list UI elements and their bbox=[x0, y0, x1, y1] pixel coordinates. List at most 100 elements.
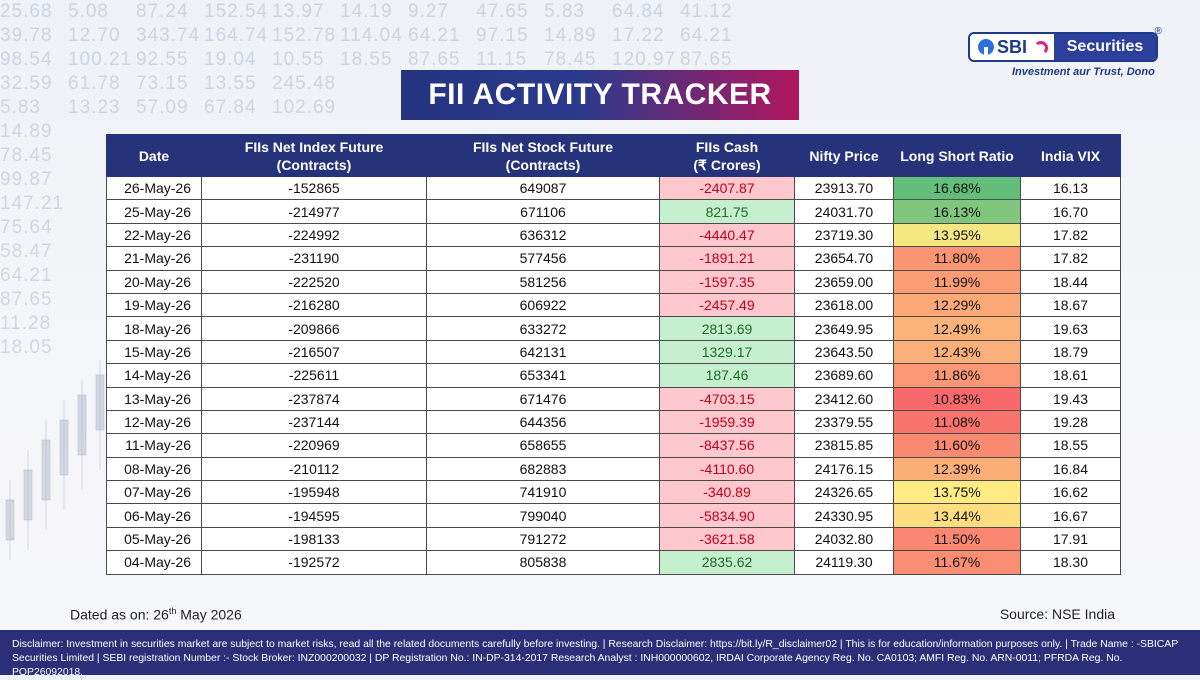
cell-cash: -2457.49 bbox=[659, 292, 795, 318]
cell-cash: -4703.15 bbox=[659, 386, 795, 411]
cell-vix: 19.43 bbox=[1020, 386, 1121, 411]
column-header-cash: FIIs Cash (₹ Crores) bbox=[659, 134, 795, 177]
column-header-line: Nifty Price bbox=[809, 147, 879, 164]
cell-ls-ratio: 11.80% bbox=[893, 246, 1021, 271]
cell-index-future: -192572 bbox=[201, 550, 427, 575]
background-number: 39.78 bbox=[0, 25, 53, 46]
cell-ls-ratio: 13.44% bbox=[893, 503, 1021, 528]
background-number: 87.65 bbox=[680, 49, 733, 70]
cell-nifty: 24119.30 bbox=[794, 550, 894, 575]
cell-cash: -4110.60 bbox=[659, 456, 795, 482]
cell-ls-ratio: 13.95% bbox=[893, 222, 1021, 248]
background-number: 164.74 bbox=[204, 25, 269, 46]
table-row: 08-May-26 -210112 682883 -4110.60 24176.15 12… bbox=[106, 456, 1121, 482]
cell-date: 04-May-26 bbox=[106, 550, 202, 575]
cell-stock-future: 741910 bbox=[426, 480, 660, 505]
background-number: 64.21 bbox=[680, 25, 733, 46]
cell-cash: -340.89 bbox=[659, 480, 795, 505]
cell-stock-future: 799040 bbox=[426, 503, 660, 528]
background-number: 25.68 bbox=[0, 1, 53, 22]
cell-cash: 187.46 bbox=[659, 363, 795, 388]
cell-stock-future: 636312 bbox=[426, 222, 660, 248]
column-header-line: (Contracts) bbox=[505, 156, 581, 173]
cell-stock-future: 581256 bbox=[426, 269, 660, 294]
cell-date: 13-May-26 bbox=[106, 386, 202, 411]
background-number: 11.15 bbox=[476, 49, 528, 70]
dated-prefix: Dated as on: 26 bbox=[70, 606, 169, 623]
column-header-line: FIIs Net Stock Future bbox=[472, 138, 614, 155]
cell-cash: 2813.69 bbox=[659, 316, 795, 341]
cell-index-future: -237874 bbox=[201, 386, 427, 411]
cell-nifty: 23659.00 bbox=[794, 269, 894, 294]
column-header-long-short-ratio: Long Short Ratio bbox=[893, 134, 1021, 177]
cell-ls-ratio: 12.43% bbox=[893, 339, 1021, 365]
table-row: 18-May-26 -209866 633272 2813.69 23649.95 12.… bbox=[106, 316, 1121, 341]
background-number: 5.83 bbox=[544, 1, 585, 22]
cell-date: 12-May-26 bbox=[106, 409, 202, 435]
background-number: 97.15 bbox=[476, 25, 529, 46]
cell-ls-ratio: 13.75% bbox=[893, 480, 1021, 505]
background-number: 64.21 bbox=[0, 265, 53, 286]
background-number: 5.83 bbox=[0, 97, 41, 118]
cell-ls-ratio: 11.67% bbox=[893, 550, 1021, 575]
table-row: 14-May-26 -225611 653341 187.46 23689.60 11.8… bbox=[106, 363, 1121, 388]
background-number: 19.04 bbox=[204, 49, 257, 70]
cell-stock-future: 644356 bbox=[426, 409, 660, 435]
table-row: 19-May-26 -216280 606922 -2457.49 23618.00 12… bbox=[106, 292, 1121, 318]
background-number: 98.54 bbox=[0, 49, 53, 70]
table-row: 07-May-26 -195948 741910 -340.89 24326.65 13.… bbox=[106, 480, 1121, 505]
background-number: 10.55 bbox=[272, 49, 325, 70]
background-number: 87.24 bbox=[136, 1, 189, 22]
background-number: 18.05 bbox=[0, 337, 53, 358]
cell-stock-future: 633272 bbox=[426, 316, 660, 341]
table-header-row: Date FIIs Net Index Future (Contracts) FIIs… bbox=[106, 134, 1121, 177]
cell-index-future: -231190 bbox=[201, 246, 427, 271]
cell-stock-future: 577456 bbox=[426, 246, 660, 271]
background-number: 147.21 bbox=[0, 193, 65, 214]
logo-product: Securities bbox=[1054, 34, 1156, 60]
cell-vix: 16.62 bbox=[1020, 480, 1121, 505]
background-number: 87.65 bbox=[0, 289, 53, 310]
column-header-index-future: FIIs Net Index Future (Contracts) bbox=[201, 134, 427, 177]
cell-cash: 821.75 bbox=[659, 199, 795, 224]
cell-index-future: -216280 bbox=[201, 292, 427, 318]
background-number: 87.65 bbox=[408, 49, 461, 70]
cell-vix: 17.82 bbox=[1020, 246, 1121, 271]
cell-index-future: -222520 bbox=[201, 269, 427, 294]
cell-index-future: -152865 bbox=[201, 175, 427, 201]
cell-vix: 19.28 bbox=[1020, 409, 1121, 435]
background-number: 11.28 bbox=[0, 313, 52, 334]
cell-index-future: -198133 bbox=[201, 526, 427, 552]
cell-ls-ratio: 11.08% bbox=[893, 409, 1021, 435]
cell-vix: 18.55 bbox=[1020, 433, 1121, 458]
cell-index-future: -194595 bbox=[201, 503, 427, 528]
column-header-date: Date bbox=[106, 134, 202, 177]
cell-ls-ratio: 16.13% bbox=[893, 199, 1021, 224]
column-header-stock-future: FIIs Net Stock Future (Contracts) bbox=[426, 134, 660, 177]
background-number: 14.19 bbox=[340, 1, 393, 22]
column-header-nifty-price: Nifty Price bbox=[794, 134, 894, 177]
logo-swoosh-icon bbox=[1034, 41, 1048, 55]
title-banner: FII ACTIVITY TRACKER bbox=[401, 70, 799, 120]
background-number: 245.48 bbox=[272, 73, 337, 94]
cell-date: 21-May-26 bbox=[106, 246, 202, 271]
cell-stock-future: 658655 bbox=[426, 433, 660, 458]
dated-month-year: May 2026 bbox=[176, 606, 242, 623]
cell-vix: 17.91 bbox=[1020, 526, 1121, 552]
cell-cash: -8437.56 bbox=[659, 433, 795, 458]
cell-vix: 18.67 bbox=[1020, 292, 1121, 318]
background-number: 47.65 bbox=[476, 1, 529, 22]
cell-stock-future: 791272 bbox=[426, 526, 660, 552]
background-number: 13.23 bbox=[68, 97, 121, 118]
cell-nifty: 24032.80 bbox=[794, 526, 894, 552]
cell-vix: 18.30 bbox=[1020, 550, 1121, 575]
background-number: 100.21 bbox=[68, 49, 133, 70]
cell-nifty: 23815.85 bbox=[794, 433, 894, 458]
cell-date: 20-May-26 bbox=[106, 269, 202, 294]
background-number-row: 39.78 12.70 343.74 164.74 152.78 114.04 64.21 9… bbox=[0, 24, 760, 48]
cell-date: 14-May-26 bbox=[106, 363, 202, 388]
column-header-india-vix: India VIX bbox=[1020, 134, 1121, 177]
background-number: 5.08 bbox=[68, 1, 109, 22]
column-header-line: Date bbox=[138, 147, 170, 164]
table-row: 12-May-26 -237144 644356 -1959.39 23379.55 11… bbox=[106, 409, 1121, 435]
